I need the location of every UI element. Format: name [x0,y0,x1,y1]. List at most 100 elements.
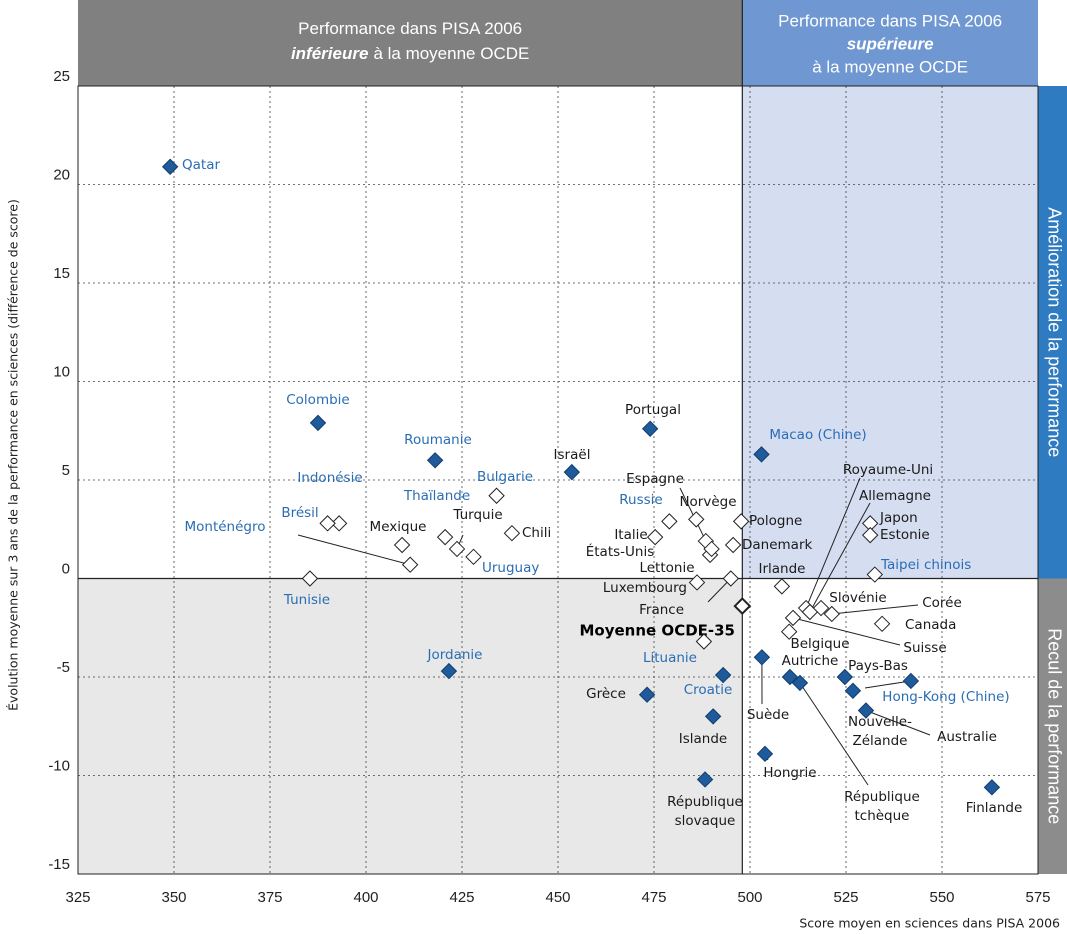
data-point [563,463,581,481]
x-tick-label: 450 [545,889,570,906]
point-label: slovaque [675,813,736,829]
data-point [393,536,411,554]
header-text: à la moyenne OCDE [373,44,529,63]
y-tick-label: -15 [48,856,70,873]
point-label: Hongrie [763,765,816,781]
data-point [641,420,659,437]
data-point [733,597,752,615]
data-point [488,487,505,504]
point-label: Qatar [182,157,220,173]
point-label: France [639,602,684,618]
point-label: Espagne [626,471,684,487]
point-label: Pays-Bas [848,658,908,674]
x-tick-label: 375 [257,889,282,906]
data-point [401,556,419,573]
point-label: Australie [937,729,997,745]
x-tick-label: 475 [641,889,666,906]
data-point [873,615,891,633]
x-tick-label: 400 [353,889,378,906]
data-point [301,570,319,587]
header-right-text: à la moyenne OCDE [812,57,968,76]
data-point [638,686,656,703]
point-label: Bulgarie [477,469,533,485]
data-point [732,513,750,530]
leader-line [831,604,919,615]
data-point [703,540,720,558]
x-tick-label: 350 [161,889,186,906]
leader-line [799,682,869,786]
y-tick-label: 15 [53,265,70,282]
point-label: Jordanie [426,647,482,663]
leader-line [792,617,901,646]
point-label: Grèce [586,686,626,702]
point-label: Canada [905,617,956,633]
shade-lower-left [78,578,743,874]
data-point [780,623,798,640]
point-label: Moyenne OCDE-35 [580,622,736,640]
point-label: Lituanie [643,650,697,666]
leader-line [297,534,411,566]
point-label: Zélande [852,733,907,749]
leader-line [864,680,911,689]
point-label: Israël [554,447,591,463]
point-label: Monténégro [184,519,265,535]
point-label: Chili [522,525,551,541]
data-point [791,674,809,692]
header-right [742,0,1038,86]
y-tick-label: 25 [53,68,70,85]
data-point [436,528,454,546]
point-label: Finlande [966,800,1023,816]
x-axis-label: Score moyen en sciences dans PISA 2006 [799,916,1060,931]
point-label: Taipei chinois [880,557,971,573]
point-label: Italie [614,527,647,543]
point-label: Thaïlande [403,488,470,504]
data-point [812,599,830,617]
data-point [983,779,1001,796]
point-label: Brésil [281,505,318,521]
point-label: Corée [922,595,962,611]
point-label: Uruguay [482,560,539,576]
side-top [1038,86,1067,579]
header-left-text: inférieure à la moyenne OCDE [291,44,529,63]
point-label: Indonésie [297,470,362,486]
data-point [902,672,920,690]
data-point [861,526,879,544]
header-left-text: Performance dans PISA 2006 [298,19,522,38]
header-right-text: supérieure [847,34,934,53]
data-point [844,682,862,699]
y-tick-label: 10 [53,363,70,380]
point-label: tchèque [854,808,909,824]
y-tick-label: 20 [53,166,70,183]
data-point [722,570,740,587]
leader-line [865,710,931,736]
data-point [465,548,482,566]
point-label: Japon [879,510,918,526]
data-point [753,446,770,463]
data-point [426,452,444,469]
point-label: République [667,794,743,810]
data-point [724,536,742,554]
data-point [784,609,802,627]
data-point [330,515,348,532]
data-point [695,633,713,650]
point-label: Turquie [452,507,502,523]
point-label: Autriche [782,653,839,669]
point-label: Suisse [903,640,946,656]
y-axis-label: Évolution moyenne sur 3 ans de la perfor… [6,199,21,711]
data-point [688,574,706,591]
point-label: États-Unis [586,543,655,560]
header-right-text: Performance dans PISA 2006 [778,11,1002,30]
side-bottom [1038,578,1067,874]
data-point [661,513,678,530]
point-label: Portugal [625,402,681,418]
x-tick-label: 325 [65,889,90,906]
plot-frame [77,85,1039,875]
point-label: Irlande [759,561,806,577]
x-tick-label: 550 [929,889,954,906]
header-text: inférieure [291,44,368,63]
point-label: République [844,789,920,805]
data-point [781,668,799,686]
point-label: Luxembourg [603,580,687,596]
point-label: Croatie [684,682,733,698]
point-label: Colombie [286,392,349,408]
